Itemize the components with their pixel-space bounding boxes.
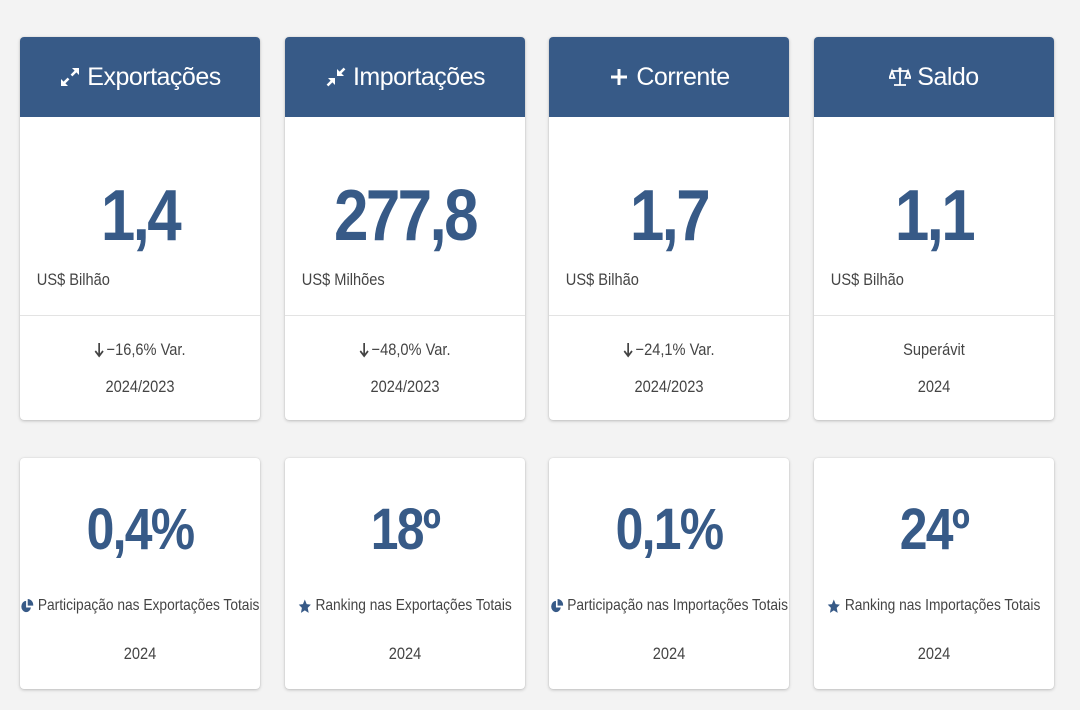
card-saldo: Saldo 1,1 US$ Bilhão Superávit 2024 bbox=[814, 37, 1054, 420]
stat-value: 24º bbox=[899, 497, 970, 562]
card-header: Importações bbox=[285, 37, 525, 117]
value-unit: US$ Bilhão bbox=[565, 270, 639, 289]
stat-card-ranking-exportacoes: 18º Ranking nas Exportações Totais 2024 bbox=[285, 458, 525, 689]
value-area: 277,8 bbox=[285, 117, 525, 316]
card-header: Corrente bbox=[549, 37, 789, 117]
stat-year: 2024 bbox=[123, 644, 157, 663]
stat-label: Participação nas Importações Totais bbox=[567, 597, 788, 614]
period-text: 2024 bbox=[917, 377, 951, 396]
stat-label-line: Participação nas Exportações Totais bbox=[20, 597, 260, 615]
pie-chart-icon bbox=[550, 598, 563, 614]
stat-label: Ranking nas Exportações Totais bbox=[315, 597, 512, 614]
stat-card-ranking-importacoes: 24º Ranking nas Importações Totais 2024 bbox=[814, 458, 1054, 689]
period-text: 2024/2023 bbox=[105, 377, 175, 396]
value-area: 1,7 bbox=[549, 117, 789, 316]
main-value: 277,8 bbox=[333, 176, 479, 256]
pie-chart-icon bbox=[21, 598, 34, 614]
value-area: 1,1 bbox=[814, 117, 1054, 316]
card-corrente: Corrente 1,7 US$ Bilhão −24,1% Var. 2024… bbox=[549, 37, 789, 420]
arrow-down-icon bbox=[623, 342, 633, 358]
stat-label-line: Ranking nas Importações Totais bbox=[814, 597, 1054, 615]
variation-line: Superávit bbox=[831, 340, 1037, 360]
stat-card-participacao-exportacoes: 0,4% Participação nas Exportações Totais… bbox=[20, 458, 260, 689]
value-unit: US$ Milhões bbox=[301, 270, 385, 289]
stat-value: 0,1% bbox=[615, 497, 725, 562]
compress-arrows-icon bbox=[325, 66, 347, 88]
variation-text: −16,6% Var. bbox=[106, 340, 186, 359]
card-header: Saldo bbox=[814, 37, 1054, 117]
card-title: Corrente bbox=[636, 62, 730, 91]
stat-label-line: Participação nas Importações Totais bbox=[549, 597, 789, 615]
stat-year: 2024 bbox=[652, 644, 686, 663]
card-header: Exportações bbox=[20, 37, 260, 117]
stat-value: 0,4% bbox=[86, 497, 196, 562]
variation-line: −48,0% Var. bbox=[302, 340, 508, 360]
variation-text: Superávit bbox=[903, 340, 965, 359]
variation-line: −16,6% Var. bbox=[37, 340, 243, 360]
arrow-down-icon bbox=[359, 342, 369, 358]
main-value: 1,4 bbox=[100, 176, 182, 256]
variation-text: −24,1% Var. bbox=[635, 340, 715, 359]
period-text: 2024/2023 bbox=[370, 377, 440, 396]
variation-text: −48,0% Var. bbox=[371, 340, 451, 359]
plus-icon bbox=[608, 66, 630, 88]
value-unit: US$ Bilhão bbox=[36, 270, 110, 289]
stat-value: 18º bbox=[370, 497, 441, 562]
value-area: 1,4 bbox=[20, 117, 260, 316]
balance-scale-icon bbox=[889, 66, 912, 88]
card-title: Exportações bbox=[87, 62, 221, 91]
card-title: Importações bbox=[352, 62, 486, 91]
star-icon bbox=[828, 598, 841, 614]
star-icon bbox=[298, 598, 311, 614]
card-importacoes: Importações 277,8 US$ Milhões −48,0% Var… bbox=[285, 37, 525, 420]
stat-card-participacao-importacoes: 0,1% Participação nas Importações Totais… bbox=[549, 458, 789, 689]
variation-line: −24,1% Var. bbox=[566, 340, 772, 360]
stat-label-line: Ranking nas Exportações Totais bbox=[285, 597, 525, 615]
card-title: Saldo bbox=[917, 62, 979, 91]
period-text: 2024/2023 bbox=[634, 377, 704, 396]
stat-label: Ranking nas Importações Totais bbox=[844, 597, 1041, 614]
stat-label: Participação nas Exportações Totais bbox=[37, 597, 260, 614]
main-value: 1,1 bbox=[894, 176, 976, 256]
stat-year: 2024 bbox=[388, 644, 422, 663]
card-exportacoes: Exportações 1,4 US$ Bilhão −16,6% Var. 2… bbox=[20, 37, 260, 420]
expand-arrows-icon bbox=[59, 66, 81, 88]
value-unit: US$ Bilhão bbox=[830, 270, 904, 289]
stat-year: 2024 bbox=[917, 644, 951, 663]
arrow-down-icon bbox=[94, 342, 104, 358]
main-value: 1,7 bbox=[629, 176, 711, 256]
